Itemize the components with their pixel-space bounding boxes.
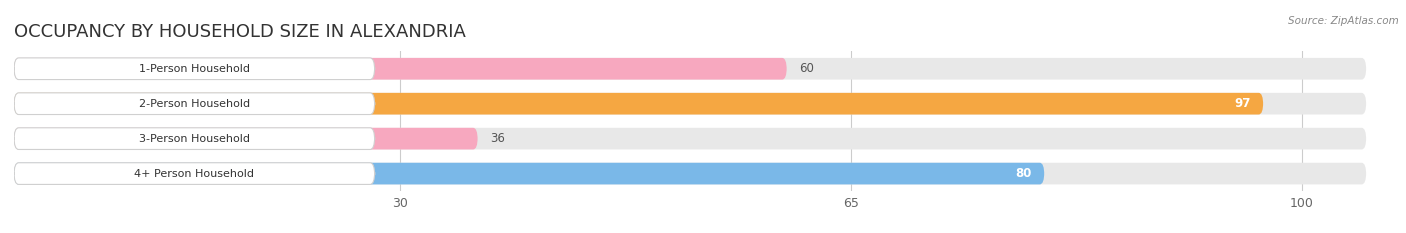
FancyBboxPatch shape [14, 93, 374, 115]
FancyBboxPatch shape [14, 93, 1367, 115]
FancyBboxPatch shape [14, 163, 1045, 185]
FancyBboxPatch shape [14, 93, 1263, 115]
FancyBboxPatch shape [14, 163, 374, 185]
FancyBboxPatch shape [14, 58, 1367, 80]
Text: 4+ Person Household: 4+ Person Household [135, 169, 254, 178]
FancyBboxPatch shape [14, 128, 478, 150]
Text: 3-Person Household: 3-Person Household [139, 134, 250, 144]
FancyBboxPatch shape [14, 58, 787, 80]
Text: 2-Person Household: 2-Person Household [139, 99, 250, 109]
FancyBboxPatch shape [14, 128, 1367, 150]
Text: 80: 80 [1015, 167, 1032, 180]
FancyBboxPatch shape [14, 58, 374, 80]
Text: OCCUPANCY BY HOUSEHOLD SIZE IN ALEXANDRIA: OCCUPANCY BY HOUSEHOLD SIZE IN ALEXANDRI… [14, 23, 465, 41]
FancyBboxPatch shape [14, 163, 1367, 185]
Text: 97: 97 [1234, 97, 1250, 110]
FancyBboxPatch shape [14, 128, 374, 150]
Text: Source: ZipAtlas.com: Source: ZipAtlas.com [1288, 16, 1399, 26]
Text: 36: 36 [491, 132, 505, 145]
Text: 60: 60 [800, 62, 814, 75]
Text: 1-Person Household: 1-Person Household [139, 64, 250, 74]
